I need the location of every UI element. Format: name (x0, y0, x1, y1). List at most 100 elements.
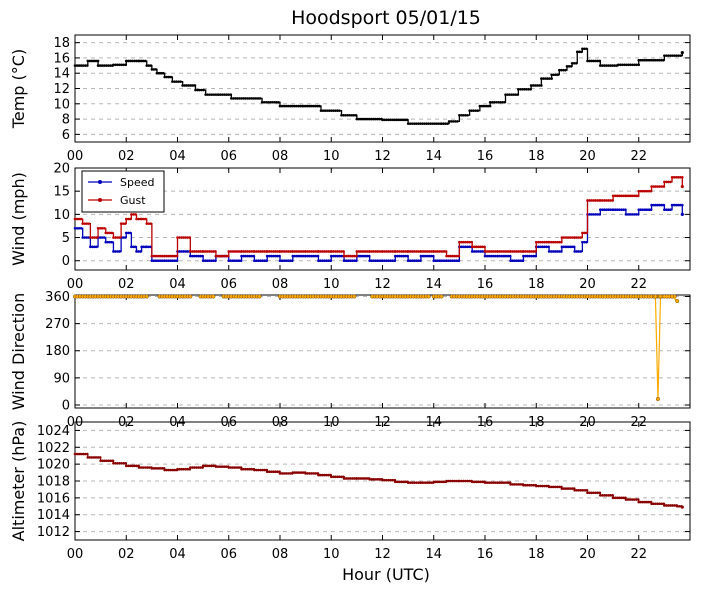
data-point (399, 118, 403, 122)
data-point (551, 485, 555, 489)
data-point (108, 240, 112, 244)
data-point (387, 478, 390, 482)
data-point (288, 104, 292, 108)
data-point (148, 466, 151, 469)
data-point (194, 88, 197, 92)
data-point (222, 465, 226, 468)
data-point (271, 100, 274, 104)
data-point (417, 259, 420, 263)
y-tick-label: 180 (45, 344, 70, 359)
data-point (319, 109, 323, 112)
data-point (272, 254, 275, 258)
data-point (410, 259, 414, 263)
data-point (539, 240, 542, 244)
data-point (645, 500, 649, 504)
data-point (429, 254, 433, 258)
data-point (303, 104, 307, 108)
data-point (517, 250, 521, 253)
data-point (660, 203, 664, 207)
data-point (651, 58, 655, 62)
data-point (316, 254, 320, 258)
data-point (246, 254, 250, 258)
data-point (532, 483, 535, 487)
data-point (647, 58, 651, 62)
x-axis-label: Hour (UTC) (342, 565, 430, 584)
data-point (417, 122, 420, 125)
y-axis-label: Altimeter (hPa) (9, 421, 28, 542)
data-point (297, 254, 301, 258)
data-point (619, 63, 622, 67)
data-point (189, 254, 192, 258)
y-axis-label: Temp (°C) (9, 49, 28, 129)
data-point (106, 240, 110, 244)
data-point (363, 117, 367, 121)
data-point (96, 59, 100, 63)
data-point (594, 491, 597, 495)
data-point (312, 472, 316, 475)
data-point (553, 240, 557, 244)
data-point (258, 97, 262, 100)
data-point (601, 199, 604, 202)
data-point (585, 47, 588, 51)
data-point (551, 250, 555, 253)
data-point (232, 97, 235, 100)
data-point (637, 58, 641, 62)
data-point (274, 254, 277, 258)
data-point (368, 250, 371, 253)
data-point (147, 222, 151, 225)
data-point (94, 59, 98, 63)
data-point (212, 93, 216, 96)
data-point (555, 240, 559, 244)
data-point (248, 254, 252, 258)
x-tick-label: 06 (220, 277, 237, 292)
data-point (102, 226, 106, 230)
data-point (93, 236, 96, 239)
data-point (338, 109, 341, 112)
data-point (652, 203, 655, 207)
y-tick-label: 1024 (37, 424, 70, 439)
data-point (149, 64, 153, 67)
data-point (590, 213, 593, 216)
data-point (427, 254, 431, 258)
data-point (73, 217, 77, 221)
data-point (575, 50, 579, 54)
data-point (114, 250, 117, 253)
data-point (191, 254, 194, 258)
data-point (237, 250, 241, 253)
data-point (312, 104, 315, 108)
data-point (122, 63, 125, 67)
data-point (130, 213, 133, 216)
data-point (510, 93, 513, 96)
data-point (472, 480, 476, 484)
data-point (634, 498, 638, 501)
data-point (340, 254, 343, 258)
data-point (671, 504, 674, 507)
data-point (509, 259, 512, 263)
data-point (480, 104, 484, 108)
data-point (417, 250, 420, 253)
data-point (314, 250, 318, 253)
data-point (569, 65, 573, 68)
data-point (653, 58, 657, 62)
data-point (92, 456, 96, 459)
data-point (306, 250, 309, 253)
data-point (515, 483, 519, 486)
data-point (460, 240, 463, 244)
data-point (111, 459, 115, 463)
data-point (394, 254, 397, 258)
data-point (100, 226, 104, 230)
y-tick-label: 5 (62, 231, 70, 246)
data-point (453, 254, 457, 258)
data-point (451, 120, 455, 123)
data-point (532, 250, 535, 253)
data-point (570, 487, 574, 490)
data-point (272, 250, 275, 253)
data-point (332, 475, 335, 479)
data-point (508, 93, 511, 96)
data-point (116, 462, 119, 465)
data-point (613, 496, 617, 500)
data-point (201, 254, 204, 258)
data-point (596, 199, 600, 202)
data-point (124, 464, 128, 468)
